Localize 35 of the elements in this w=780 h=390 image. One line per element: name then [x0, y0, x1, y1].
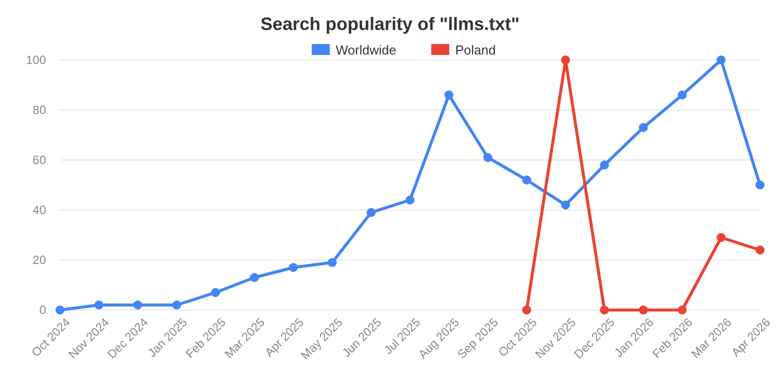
- point: [716, 56, 726, 64]
- point: [288, 263, 298, 272]
- point: [561, 56, 570, 64]
- point: [366, 208, 376, 217]
- point: [756, 246, 764, 254]
- y-tick-label: 80: [32, 103, 46, 118]
- point: [483, 153, 492, 162]
- point: [678, 90, 687, 100]
- point: [522, 176, 532, 184]
- point: [94, 300, 104, 310]
- point: [172, 300, 182, 310]
- point: [638, 123, 648, 132]
- y-tick-label: 60: [32, 153, 46, 168]
- point: [56, 306, 64, 314]
- point: [133, 300, 142, 310]
- y-tick-label: 40: [32, 203, 46, 218]
- point: [328, 258, 337, 267]
- point: [561, 200, 570, 210]
- point: [250, 273, 259, 282]
- point: [638, 306, 648, 314]
- y-tick-label: 20: [32, 253, 46, 268]
- y-tick-label: 0: [39, 303, 46, 318]
- chart-title: Search popularity of "llms.txt": [260, 14, 520, 34]
- point: [522, 306, 532, 314]
- legend-label: Worldwide: [336, 42, 396, 58]
- point: [678, 306, 687, 314]
- point: [406, 196, 414, 204]
- point: [444, 90, 454, 100]
- point: [756, 180, 764, 190]
- point: [600, 160, 609, 170]
- point: [600, 306, 609, 314]
- point: [211, 288, 220, 297]
- y-tick-label: 100: [26, 53, 46, 68]
- point: [716, 233, 726, 242]
- legend-label: Poland: [455, 42, 496, 58]
